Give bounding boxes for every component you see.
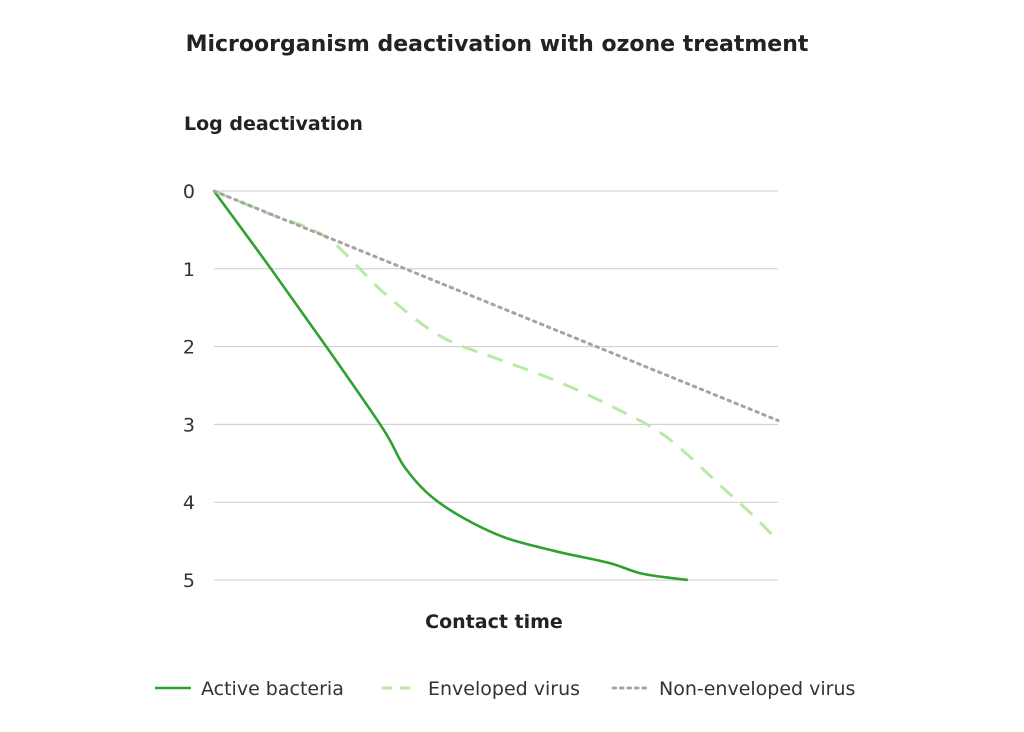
legend-label-non-enveloped-virus: Non-enveloped virus (659, 678, 855, 700)
legend: Active bacteria Enveloped virus Non-envelo… (155, 678, 855, 700)
gridlines (214, 190, 778, 581)
series-line-enveloped-virus (213, 189, 780, 543)
y-tick-label: 4 (183, 492, 195, 514)
chart-title: Microorganism deactivation with ozone tr… (186, 32, 809, 57)
x-axis-label: Contact time (425, 611, 563, 633)
y-tick-label: 2 (183, 337, 195, 359)
y-tick-label: 1 (183, 259, 195, 281)
series-line-non-enveloped-virus (212, 189, 780, 423)
series-line-active-bacteria (212, 190, 688, 582)
y-tick-label: 0 (183, 181, 195, 203)
y-tick-label: 3 (183, 414, 195, 436)
legend-label-active-bacteria: Active bacteria (201, 678, 344, 700)
y-tick-labels: 0 1 2 3 4 5 (183, 181, 195, 592)
legend-label-enveloped-virus: Enveloped virus (428, 678, 580, 700)
y-axis-label: Log deactivation (184, 113, 363, 135)
series-lines (212, 189, 780, 582)
y-tick-label: 5 (183, 570, 195, 592)
